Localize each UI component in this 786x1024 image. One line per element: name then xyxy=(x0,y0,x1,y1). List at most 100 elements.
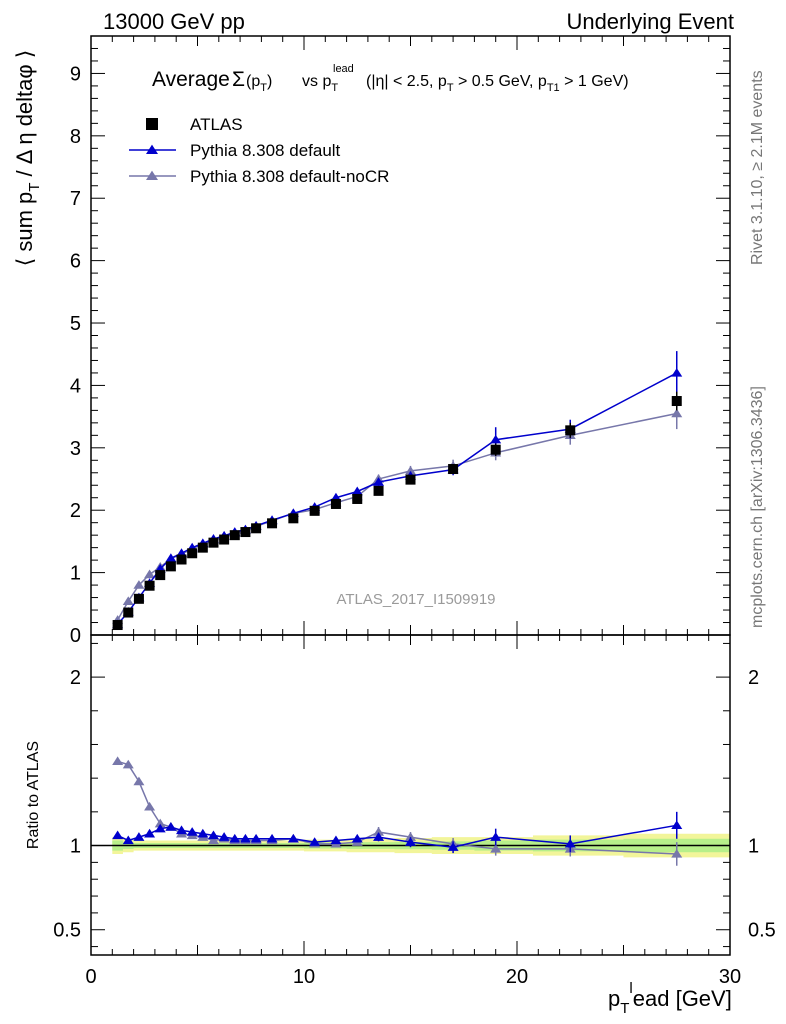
ratio-point xyxy=(122,759,134,769)
ratio-point xyxy=(330,835,342,845)
data-point xyxy=(405,474,416,485)
ratio-point xyxy=(564,838,576,848)
data-point xyxy=(187,548,198,559)
series-pythia-8-308-default xyxy=(112,351,683,629)
ratio-point xyxy=(154,818,166,828)
data-point xyxy=(208,537,219,548)
x-tick-label: 10 xyxy=(293,966,315,988)
data-point xyxy=(671,396,682,407)
legend-label: Pythia 8.308 default-noCR xyxy=(190,167,389,186)
ratio-point xyxy=(207,830,219,840)
title-pt-paren: (pT) xyxy=(246,73,272,94)
y-tick-label: 3 xyxy=(70,438,81,460)
ratio-point xyxy=(197,828,209,838)
ratio-point xyxy=(112,756,124,766)
data-point xyxy=(251,523,262,534)
ratio-point xyxy=(239,833,251,843)
data-point xyxy=(288,513,299,524)
ratio-point xyxy=(309,837,321,846)
data-point xyxy=(165,553,177,562)
main-plot: 0 1 2 3 4 5 6 7 8 9 Average Σ (pT) vs pT lead (|η… xyxy=(12,35,731,647)
y-tick-label: 4 xyxy=(70,375,81,397)
data-point xyxy=(352,493,363,504)
ratio-point xyxy=(671,820,683,830)
y-tick-label-right: 2 xyxy=(748,667,759,689)
main-plot-frame xyxy=(90,35,731,636)
ratio-plot-series xyxy=(91,756,731,866)
ratio-series-pythia-8-308-default xyxy=(112,811,683,854)
ratio-plot: 0 10 20 30 0.5 0.5 1 1 2 2 Ratio to ATLAS pTlead … xyxy=(25,634,776,1017)
data-point xyxy=(490,434,502,444)
title-vs: vs pT xyxy=(302,73,338,94)
ratio-point xyxy=(490,843,502,853)
x-tick-label: 30 xyxy=(719,966,741,988)
y-tick-label: 1 xyxy=(70,563,81,585)
data-point xyxy=(229,530,240,541)
data-point xyxy=(351,486,363,496)
analysis-watermark: ATLAS_2017_I1509919 xyxy=(336,591,495,608)
ratio-point xyxy=(176,825,188,835)
data-point xyxy=(330,498,341,509)
data-point xyxy=(309,505,320,516)
data-point xyxy=(565,425,576,436)
plot-title: Average Σ (pT) vs pT lead (|η| < 2.5, pT… xyxy=(152,63,629,94)
data-point xyxy=(373,477,385,486)
title-sigma: Σ xyxy=(232,68,245,91)
ratio-point xyxy=(154,823,166,833)
main-plot-series xyxy=(112,351,683,631)
y-tick-label: 7 xyxy=(70,188,81,210)
series-line xyxy=(116,412,677,621)
ratio-point xyxy=(447,842,459,851)
ratio-point xyxy=(218,832,230,841)
legend: ATLAS Pythia 8.308 default Pythia 8.308 de… xyxy=(129,115,389,186)
legend-label: Pythia 8.308 default xyxy=(190,141,341,160)
series-line xyxy=(117,372,678,625)
data-point xyxy=(122,596,134,606)
header-right: Underlying Event xyxy=(566,9,734,34)
y-tick-label-right: 0.5 xyxy=(748,920,776,942)
y-tick-label: 9 xyxy=(70,63,81,85)
x-tick-label: 0 xyxy=(85,966,96,988)
series-atlas xyxy=(112,391,682,631)
header-left: 13000 GeV pp xyxy=(103,9,245,34)
data-point xyxy=(373,485,384,496)
x-tick-label: 20 xyxy=(506,966,528,988)
ratio-point xyxy=(266,833,278,843)
y-tick-label: 2 xyxy=(70,500,81,522)
data-point xyxy=(267,518,278,529)
y-tick-label: 0 xyxy=(70,625,81,647)
data-point xyxy=(197,542,208,553)
data-point xyxy=(671,367,683,377)
mcplots-label: mcplots.cern.ch [arXiv:1306.3436] xyxy=(749,386,766,628)
ratio-point xyxy=(490,832,502,841)
ratio-point xyxy=(186,827,198,836)
data-point xyxy=(219,534,230,545)
y-tick-label: 6 xyxy=(70,251,81,273)
data-point xyxy=(448,464,459,475)
data-point xyxy=(165,561,176,572)
ratio-point xyxy=(133,832,145,841)
y-axis-label: ⟨ sum pT / Δ η deltaφ ⟩ xyxy=(12,50,43,267)
ratio-point xyxy=(373,827,385,836)
ratio-point xyxy=(351,833,363,843)
data-point xyxy=(123,607,134,618)
data-point xyxy=(490,444,501,455)
data-point xyxy=(144,569,156,579)
ratio-point xyxy=(287,833,299,843)
y-tick-label: 1 xyxy=(70,836,81,858)
ratio-point xyxy=(671,848,683,858)
title-cuts: (|η| < 2.5, pT > 0.5 GeV, pT1 > 1 GeV) xyxy=(366,73,629,94)
title-lead: lead xyxy=(333,63,354,75)
ratio-point xyxy=(144,828,156,838)
ratio-point xyxy=(122,835,134,845)
y-tick-label: 5 xyxy=(70,313,81,335)
ratio-point xyxy=(144,801,156,811)
ratio-point xyxy=(373,832,385,841)
data-point xyxy=(133,580,145,589)
data-point xyxy=(144,580,155,591)
ratio-point xyxy=(405,837,416,846)
data-point xyxy=(240,527,251,538)
data-point xyxy=(133,593,144,604)
legend-label: ATLAS xyxy=(190,115,243,134)
